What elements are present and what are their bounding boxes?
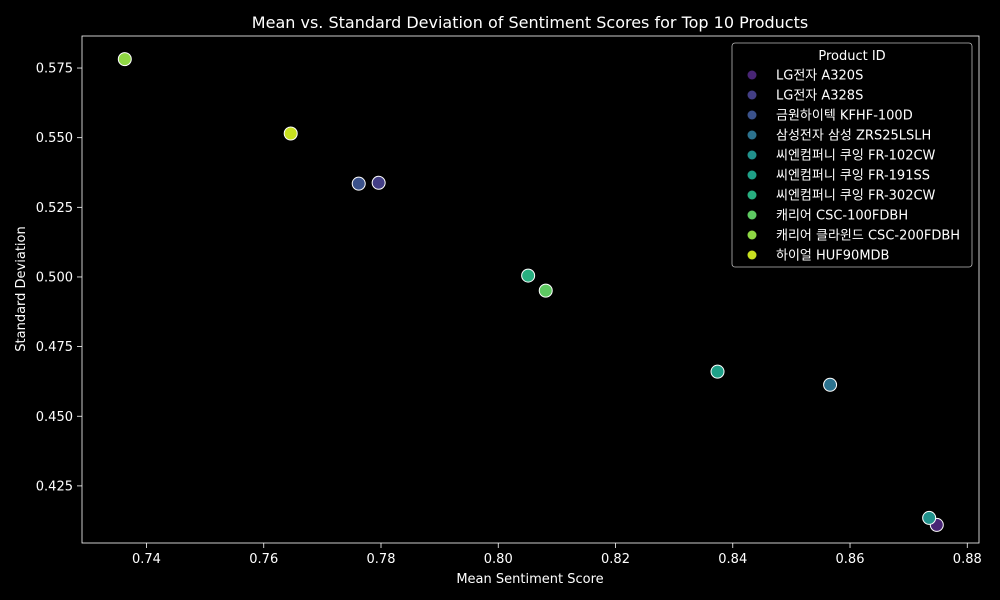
- scatter-point: [823, 377, 838, 392]
- legend-label: 캐리어 클라윈드 CSC-200FDBH: [776, 229, 960, 244]
- legend-marker: [747, 170, 757, 180]
- scatter-point: [283, 126, 298, 141]
- legend-marker: [747, 230, 757, 240]
- data-points: [117, 52, 944, 532]
- y-tick-label: 0.525: [36, 201, 73, 216]
- legend-marker: [747, 110, 757, 120]
- x-tick-label: 0.88: [953, 552, 982, 567]
- scatter-point: [351, 176, 366, 191]
- scatter-point: [117, 52, 132, 67]
- scatter-point: [710, 364, 725, 379]
- legend-marker: [747, 210, 757, 220]
- legend-marker: [747, 130, 757, 140]
- y-tick-label: 0.475: [36, 340, 73, 355]
- legend-label: 캐리어 CSC-100FDBH: [776, 209, 908, 224]
- x-tick-label: 0.84: [718, 552, 747, 567]
- legend-title: Product ID: [818, 49, 885, 64]
- legend-marker: [747, 90, 757, 100]
- x-tick-label: 0.86: [836, 552, 865, 567]
- legend-box: [731, 42, 973, 268]
- y-tick-label: 0.500: [36, 270, 73, 285]
- plot-area: [81, 35, 980, 544]
- legend: Product ID LG전자 A320S LG전자 A328S 금원하이텍 KFH…: [731, 42, 973, 268]
- chart-title: Mean vs. Standard Deviation of Sentiment…: [252, 13, 808, 32]
- y-tick-label: 0.575: [36, 62, 73, 77]
- legend-marker: [747, 150, 757, 160]
- legend-label: 씨엔컴퍼니 쿠잉 FR-191SS: [776, 169, 930, 184]
- x-tick-label: 0.80: [484, 552, 513, 567]
- legend-label: 삼성전자 삼성 ZRS25LSLH: [776, 129, 931, 144]
- legend-items: LG전자 A320S LG전자 A328S 금원하이텍 KFHF-100D 삼성전자 …: [747, 69, 960, 264]
- y-axis: 0.425 0.450 0.475 0.500 0.525 0.550 0.575: [36, 62, 82, 494]
- legend-marker: [747, 250, 757, 260]
- y-tick-label: 0.425: [36, 479, 73, 494]
- scatter-point: [538, 283, 553, 298]
- scatter-point: [521, 268, 536, 283]
- legend-label: 하이얼 HUF90MDB: [776, 249, 889, 264]
- scatter-point: [922, 510, 937, 525]
- y-tick-label: 0.450: [36, 410, 73, 425]
- legend-label: 씨엔컴퍼니 쿠잉 FR-302CW: [776, 189, 936, 204]
- legend-label: 금원하이텍 KFHF-100D: [776, 109, 913, 124]
- legend-label: LG전자 A328S: [776, 89, 863, 104]
- x-tick-label: 0.82: [601, 552, 630, 567]
- scatter-point: [371, 175, 386, 190]
- legend-marker: [747, 190, 757, 200]
- x-tick-label: 0.76: [249, 552, 278, 567]
- legend-marker: [747, 70, 757, 80]
- x-tick-label: 0.74: [132, 552, 161, 567]
- legend-label: 씨엔컴퍼니 쿠잉 FR-102CW: [776, 149, 936, 164]
- x-tick-label: 0.78: [367, 552, 396, 567]
- x-axis: 0.74 0.76 0.78 0.80 0.82 0.84 0.86 0.88: [132, 543, 982, 567]
- y-axis-label: Standard Deviation: [14, 226, 29, 351]
- y-tick-label: 0.550: [36, 131, 73, 146]
- x-axis-label: Mean Sentiment Score: [456, 572, 603, 587]
- legend-label: LG전자 A320S: [776, 69, 863, 84]
